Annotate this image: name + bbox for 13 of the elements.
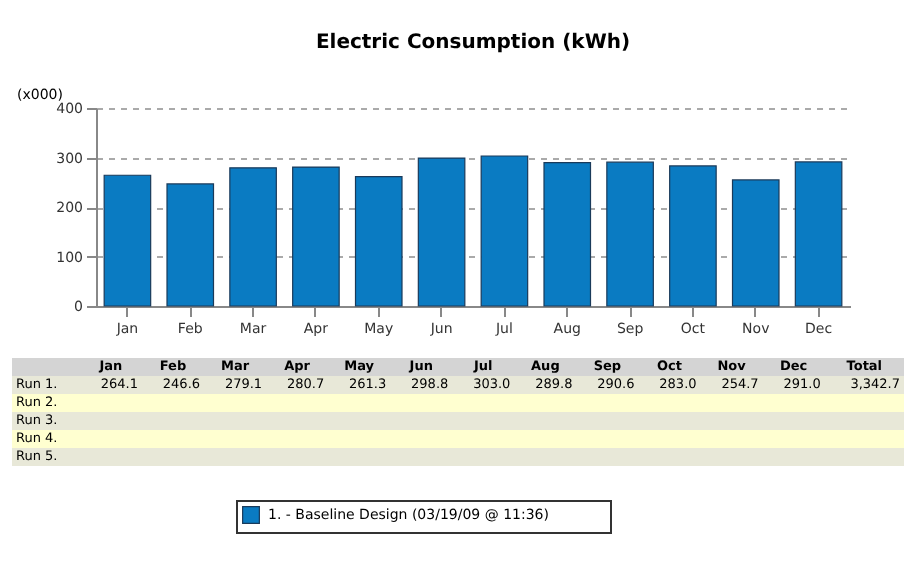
bar (669, 165, 717, 307)
bar (354, 176, 403, 307)
bar (103, 174, 152, 307)
bar (480, 155, 529, 307)
bar (543, 161, 592, 307)
bar (417, 157, 466, 307)
bar (731, 179, 780, 307)
bar (794, 161, 843, 307)
bar (166, 183, 215, 307)
bar (229, 167, 277, 307)
bar (292, 166, 340, 307)
chart-title: Electric Consumption (kWh) (315, 32, 631, 54)
bar (606, 161, 654, 307)
